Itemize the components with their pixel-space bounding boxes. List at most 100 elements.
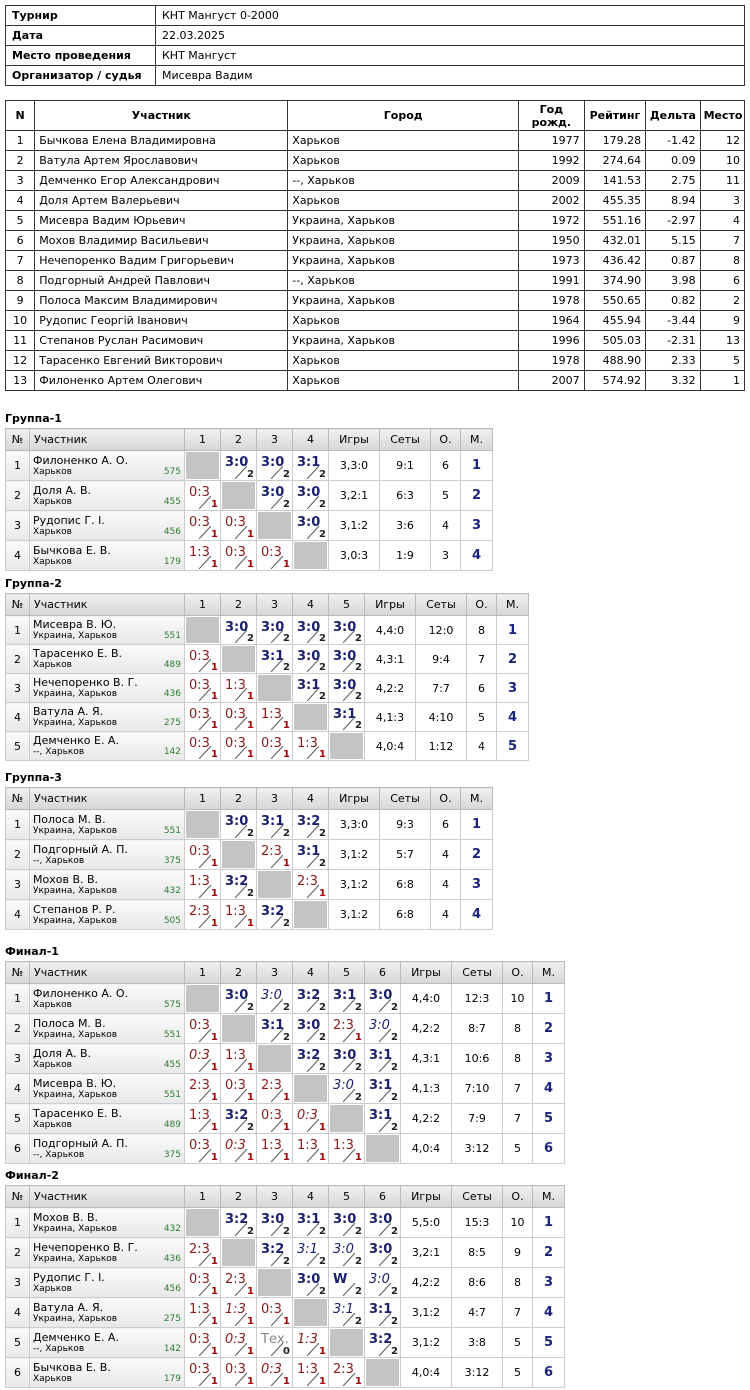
player-sub: Украина, Харьков 432 <box>33 1224 181 1235</box>
player-rating: 179 <box>163 556 181 567</box>
result-points: 1 <box>247 749 254 760</box>
result-points: 2 <box>319 1062 326 1073</box>
score: 3:0 <box>261 455 285 470</box>
participant-cell: 432.01 <box>583 230 647 251</box>
self-cell <box>222 482 255 509</box>
info-label: Дата <box>5 25 156 46</box>
result-points: 2 <box>319 529 326 540</box>
result-cell: 3:0 2 <box>256 1207 293 1238</box>
player-cell: Полоса М. В. Украина, Харьков 551 <box>29 1013 185 1044</box>
group-header: № Участник 1 2 3 4 Игры Сеты О. М. <box>5 787 493 810</box>
player-rating: 455 <box>163 496 181 507</box>
slash-line <box>199 915 211 928</box>
result-points: 2 <box>355 1286 362 1297</box>
participant-cell: --, Харьков <box>287 270 520 291</box>
participant-cell: 4 <box>4 190 36 211</box>
slash <box>343 1089 355 1102</box>
total-points: 4 <box>430 899 461 930</box>
participant-cell: 12 <box>699 130 746 151</box>
score: 2:3 <box>333 1018 354 1033</box>
result-cell: 1:3 1 <box>220 899 257 930</box>
info-value: 22.03.2025 <box>155 25 745 46</box>
result-points: 2 <box>355 1002 362 1013</box>
score: 3:0 <box>333 620 357 635</box>
group-row: 2 Полоса М. В. Украина, Харьков 551 0:3 1 3:1 2… <box>5 1013 565 1044</box>
result-points: 2 <box>247 1226 254 1237</box>
group-row: 1 Мохов В. В. Украина, Харьков 432 3:2 2 3:0 2 3… <box>5 1207 565 1238</box>
slash <box>271 466 283 479</box>
games: 3,1:2 <box>328 510 380 541</box>
slash <box>235 1059 247 1072</box>
participant-cell: 141.53 <box>583 170 647 191</box>
self-cell <box>294 1075 327 1102</box>
group-header-cell: 2 <box>220 1185 257 1208</box>
participant-cell: 2007 <box>518 370 585 391</box>
slash <box>307 496 319 509</box>
self-cell <box>186 617 219 643</box>
player-city: Харьков <box>33 1283 72 1294</box>
player-rating: 456 <box>163 526 181 537</box>
slash <box>307 855 319 868</box>
player-rating: 275 <box>163 1313 181 1324</box>
slash-line <box>271 1089 283 1102</box>
self-cell <box>330 733 363 759</box>
result-cell: 3:0 2 <box>292 480 329 511</box>
player-cell: Ватула А. Я. Украина, Харьков 275 <box>29 1297 185 1328</box>
group-table: № Участник 1 2 3 4 Игры Сеты О. М. 1 Полоса М. В. Ук… <box>5 787 493 930</box>
result-points: 1 <box>355 1376 362 1387</box>
group-header-cell: 2 <box>220 961 257 984</box>
player-city: --, Харьков <box>33 1149 85 1160</box>
self-cell <box>258 1045 291 1072</box>
player-sub: Харьков 455 <box>33 1060 181 1071</box>
result-points: 2 <box>355 691 362 702</box>
player-name: Тарасенко Е. В. <box>33 647 123 660</box>
slash <box>199 1029 211 1042</box>
result-points: 1 <box>211 1062 218 1073</box>
slash <box>235 1283 247 1296</box>
result-cell: 3:1 2 <box>364 1043 401 1074</box>
result-cell <box>256 1043 293 1074</box>
result-points: 1 <box>247 1092 254 1103</box>
participant-cell: 10 <box>699 150 746 171</box>
participant-row: 9 Полоса Максим Владимирович Украина, Харь… <box>4 290 746 311</box>
slash <box>307 1119 319 1132</box>
score: 3:1 <box>297 1212 321 1227</box>
participant-cell: 1973 <box>518 250 585 271</box>
score: 3:0 <box>333 678 357 693</box>
place: 3 <box>460 510 493 541</box>
self-cell <box>294 1299 327 1326</box>
slash-line <box>307 746 319 759</box>
participant-cell: Харьков <box>287 150 520 171</box>
total-points: 6 <box>430 809 461 840</box>
row-number: 3 <box>5 1043 30 1074</box>
participant-cell: 6 <box>699 270 746 291</box>
participant-cell: 2009 <box>518 170 585 191</box>
result-points: 1 <box>283 1376 290 1387</box>
result-cell <box>220 1237 257 1268</box>
result-points: 1 <box>247 1062 254 1073</box>
slash <box>343 1059 355 1072</box>
info-row: Дата 22.03.2025 <box>5 25 745 46</box>
score: 0:3 <box>189 649 210 664</box>
result-cell: 3:1 2 <box>292 1207 329 1238</box>
slash-line <box>379 1059 391 1072</box>
slash-line <box>235 630 247 643</box>
result-points: 1 <box>247 918 254 929</box>
result-cell: 3:2 2 <box>220 869 257 900</box>
score: 3:1 <box>369 1302 393 1317</box>
score: 3:1 <box>333 988 357 1003</box>
participant-cell: 6 <box>4 230 36 251</box>
result-cell: 0:3 1 <box>184 1133 221 1164</box>
result-points: 2 <box>283 1256 290 1267</box>
result-cell: 1:3 1 <box>292 731 329 761</box>
slash-line <box>235 717 247 730</box>
slash-line <box>235 999 247 1012</box>
score: 3:1 <box>261 814 285 829</box>
slash <box>379 1059 391 1072</box>
player-rating: 575 <box>163 999 181 1010</box>
player-city: Харьков <box>33 660 72 670</box>
player-sub: Харьков 179 <box>33 557 181 568</box>
slash <box>307 1029 319 1042</box>
score: 1:3 <box>297 1362 318 1377</box>
result-cell: 0:3 1 <box>220 540 257 571</box>
